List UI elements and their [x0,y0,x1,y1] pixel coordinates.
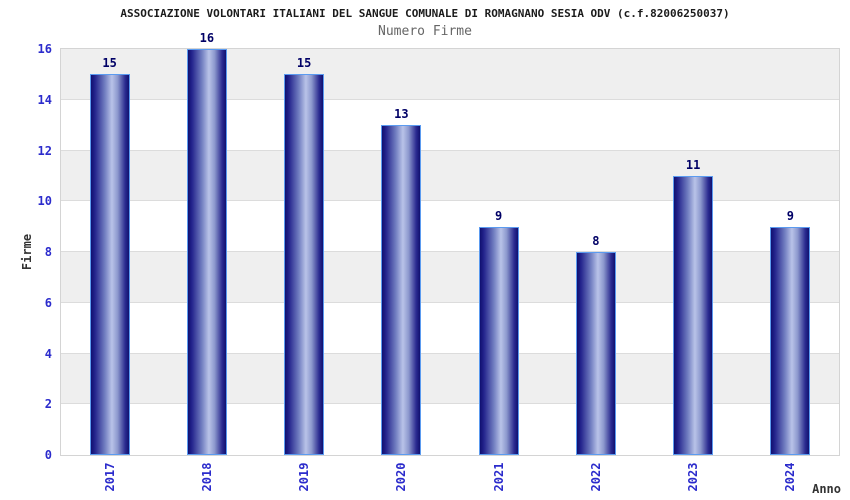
chart-title: ASSOCIAZIONE VOLONTARI ITALIANI DEL SANG… [120,7,730,20]
y-tick-label: 6 [44,295,52,310]
y-tick-label: 2 [44,397,52,412]
bar-2024 [770,226,811,455]
gridline [61,352,839,354]
gridline [61,98,839,100]
x-tick-label: 2017 [102,462,117,492]
x-tick-label: 2020 [394,462,409,492]
bar-2018 [186,49,227,455]
bar-2019 [284,74,325,455]
bar-value-label: 9 [786,208,794,223]
y-tick-label: 12 [37,143,52,158]
bar-value-label: 16 [199,31,215,45]
bar-2020 [381,125,422,455]
y-tick-label: 14 [37,92,52,107]
bar-value-label: 11 [685,157,701,172]
gridline [61,301,839,303]
y-tick-label: 16 [37,42,52,56]
bar-2021 [478,226,519,455]
plot-band [61,150,839,202]
gridline [61,251,839,252]
bar-2023 [673,175,714,455]
y-tick-label: 8 [44,245,52,259]
gridline [61,403,839,405]
plot-area: 15 16 15 13 9 8 11 9 [60,32,840,456]
x-tick-label: 2022 [588,462,603,492]
plot-band [61,99,839,151]
gridline [61,200,839,202]
bar-value-label: 8 [592,234,600,248]
y-tick-label: 4 [44,346,52,361]
bar-value-label: 15 [102,56,117,71]
x-tick-label: 2023 [686,462,701,492]
plot-band [61,252,839,303]
x-tick-label: 2024 [783,462,798,492]
x-tick-label: 2019 [297,462,312,492]
plot-band [61,353,839,405]
plot-band [61,201,839,252]
plot-band [61,49,839,100]
bar-2022 [575,252,616,455]
bar-value-label: 9 [495,208,503,223]
bar-value-label: 15 [296,56,312,71]
y-tick-label: 10 [37,194,52,209]
x-tick-label: 2021 [491,462,506,492]
x-tick-label: 2018 [199,462,214,492]
x-axis-title: Anno [812,482,841,496]
plot-band [61,404,839,455]
bar-value-label: 13 [394,107,409,122]
gridline [61,149,839,151]
plot-band [61,302,839,354]
bar-2017 [89,74,130,455]
y-tick-label: 0 [44,448,52,462]
chart-subtitle: Numero Firme [378,24,472,39]
